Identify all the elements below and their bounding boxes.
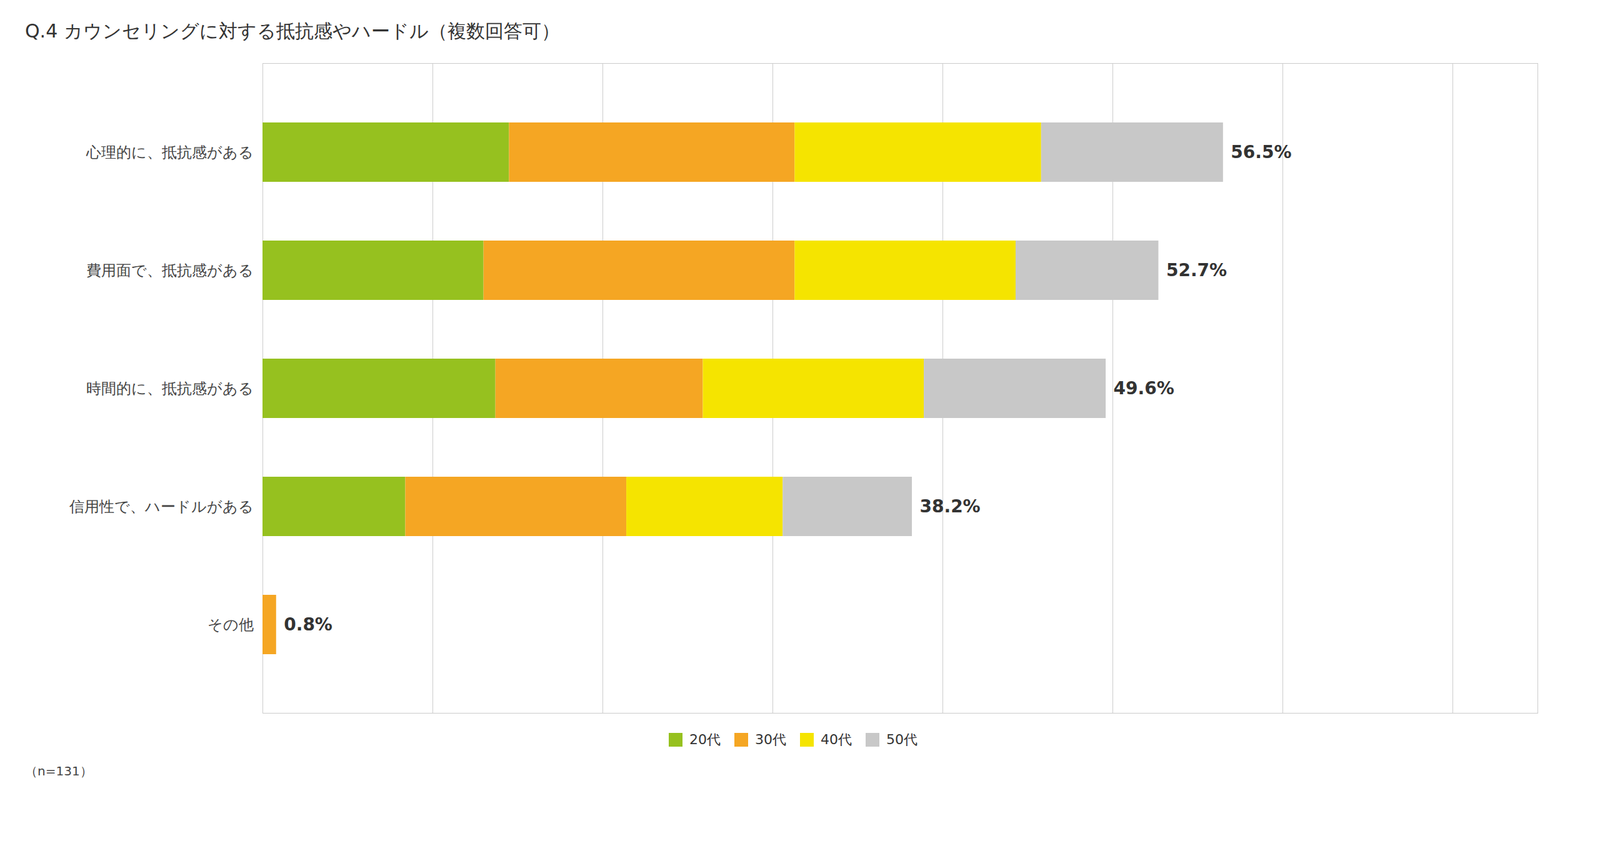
html-text:40代: 40代 <box>820 731 852 748</box>
svg-text:その他: その他 <box>207 616 254 634</box>
svg-text:52.7%: 52.7% <box>1166 260 1227 281</box>
html-text:30代: 30代 <box>755 731 787 748</box>
svg-text:49.6%: 49.6% <box>1113 378 1175 399</box>
svg-text:信用性で、ハードルがある: 信用性で、ハードルがある <box>69 498 254 516</box>
svg-text:0.8%: 0.8% <box>283 614 333 635</box>
html-text:Q.4 カウンセリングに対する抵抗感やハードル（複数回答可）: Q.4 カウンセリングに対する抵抗感やハードル（複数回答可） <box>25 20 560 42</box>
html-text:50代: 50代 <box>886 731 918 748</box>
svg-text:心理的に、抵抗感がある: 心理的に、抵抗感がある <box>85 143 254 162</box>
html-text:20代: 20代 <box>689 731 721 748</box>
html-text:（n=131）: （n=131） <box>25 763 93 779</box>
svg-text:費用面で、抵抗感がある: 費用面で、抵抗感がある <box>86 261 254 280</box>
svg-text:56.5%: 56.5% <box>1230 141 1292 163</box>
svg-text:時間的に、抵抗感がある: 時間的に、抵抗感がある <box>86 380 254 398</box>
svg-text:38.2%: 38.2% <box>920 496 981 517</box>
